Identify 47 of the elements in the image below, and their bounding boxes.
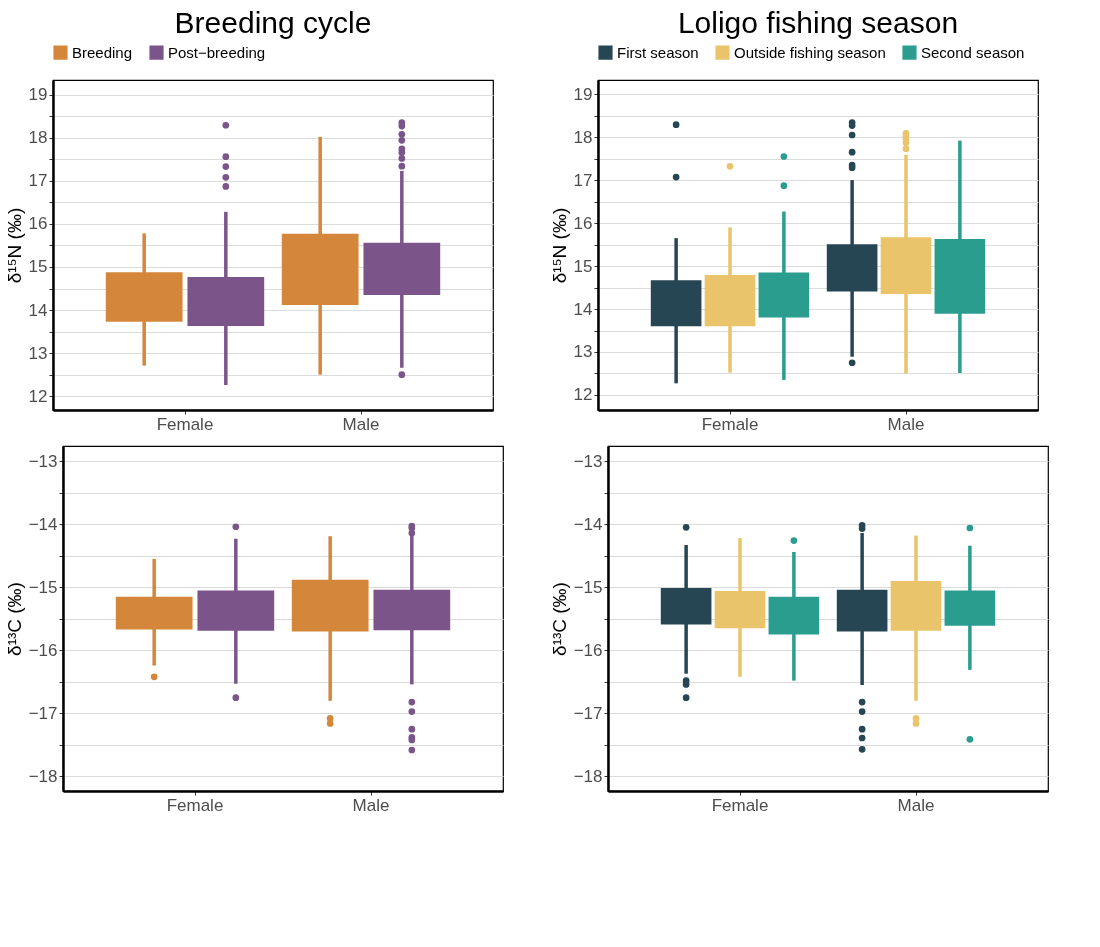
legend-label: Outside fishing season xyxy=(734,43,886,61)
y-tick-label: 12 xyxy=(28,386,48,406)
y-tick-label: 13 xyxy=(573,342,593,362)
x-tick-label: Male xyxy=(342,414,380,434)
y-tick-label: −16 xyxy=(28,640,58,660)
y-tick-label: 18 xyxy=(28,128,48,148)
x-tick-label: Male xyxy=(887,414,925,434)
x-tick-label: Female xyxy=(166,795,224,815)
y-tick-label: 13 xyxy=(28,343,48,363)
y-tick-label: 18 xyxy=(573,127,593,147)
x-tick-label: Male xyxy=(897,795,935,815)
y-tick-label: −14 xyxy=(573,514,603,534)
y-tick-label: −18 xyxy=(573,766,603,786)
y-axis-title: δ¹³C (‰) xyxy=(548,582,570,656)
y-tick-label: 12 xyxy=(573,385,593,405)
y-axis-title: δ¹⁵N (‰) xyxy=(548,207,570,284)
y-tick-label: 17 xyxy=(28,171,48,191)
y-tick-label: −15 xyxy=(28,577,58,597)
y-tick-label: −17 xyxy=(573,703,603,723)
y-tick-label: 16 xyxy=(28,214,48,234)
y-tick-label: 17 xyxy=(573,170,593,190)
chart-title: Breeding cycle xyxy=(174,6,372,39)
y-tick-label: −18 xyxy=(28,766,58,786)
legend-label: Second season xyxy=(921,43,1025,61)
legend-label: Breeding xyxy=(72,43,133,61)
y-tick-label: −17 xyxy=(28,703,58,723)
y-tick-label: 16 xyxy=(573,213,593,233)
x-tick-label: Male xyxy=(352,795,390,815)
chart-title: Loligo fishing season xyxy=(677,6,959,39)
x-tick-label: Female xyxy=(701,414,759,434)
y-tick-label: −14 xyxy=(28,514,58,534)
x-tick-label: Female xyxy=(156,414,214,434)
y-axis-title: δ¹⁵N (‰) xyxy=(3,207,25,284)
y-tick-label: −16 xyxy=(573,640,603,660)
y-tick-label: −15 xyxy=(573,577,603,597)
y-tick-label: 14 xyxy=(28,300,48,320)
y-tick-label: 14 xyxy=(573,299,593,319)
y-tick-label: 19 xyxy=(573,84,593,104)
y-tick-label: 19 xyxy=(28,85,48,105)
y-axis-title: δ¹³C (‰) xyxy=(3,582,25,656)
legend-label: Post−breeding xyxy=(168,43,266,61)
y-tick-label: 15 xyxy=(28,257,48,277)
x-tick-label: Female xyxy=(711,795,769,815)
legend-label: First season xyxy=(617,43,699,61)
y-tick-label: −13 xyxy=(28,451,58,471)
y-tick-label: 15 xyxy=(573,256,593,276)
y-tick-label: −13 xyxy=(573,451,603,471)
